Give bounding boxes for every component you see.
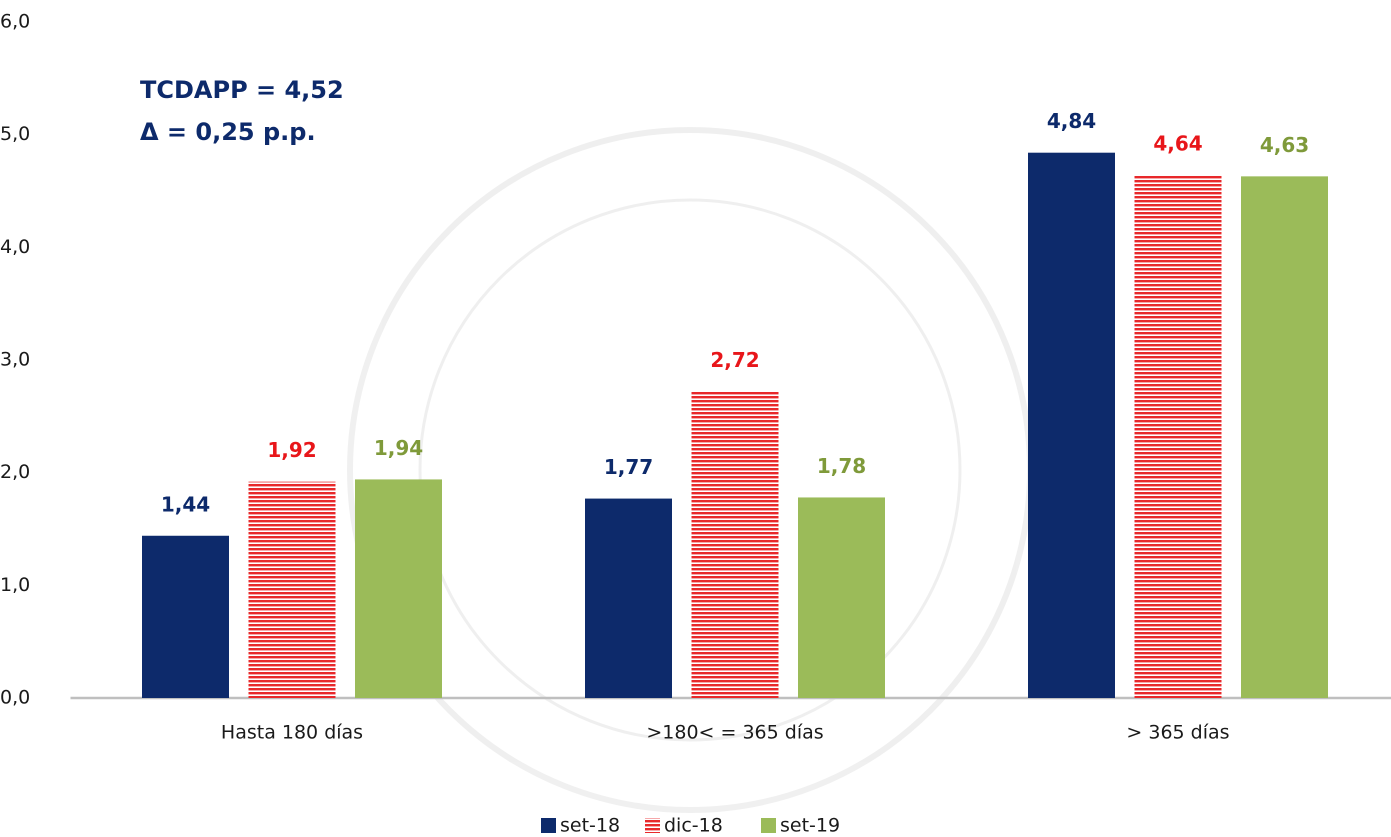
value-label: 1,78: [817, 454, 866, 478]
y-tick-label: 1,0: [0, 574, 30, 596]
value-label: 1,44: [161, 492, 210, 516]
value-label: 4,64: [1153, 132, 1202, 156]
value-label: 1,94: [374, 436, 423, 460]
annotation: TCDAPP = 4,52: [140, 76, 344, 104]
value-label: 1,77: [604, 455, 653, 479]
bar: [355, 479, 442, 698]
legend-swatch: [541, 818, 556, 833]
x-tick-label: > 365 días: [1126, 722, 1229, 744]
value-label: 4,84: [1047, 109, 1096, 133]
legend-label: set-18: [560, 815, 620, 837]
value-label: 1,92: [267, 438, 316, 462]
bar: [585, 498, 672, 698]
y-tick-label: 2,0: [0, 461, 30, 483]
legend-swatch: [761, 818, 776, 833]
legend-label: set-19: [780, 815, 840, 837]
bar: [1241, 176, 1328, 698]
y-tick-label: 3,0: [0, 349, 30, 371]
legend-label: dic-18: [664, 815, 723, 837]
bar: [248, 481, 336, 698]
bar: [691, 391, 779, 698]
watermark: [347, 127, 1033, 813]
x-tick-label: Hasta 180 días: [221, 722, 363, 744]
y-tick-label: 6,0: [0, 11, 30, 33]
bar: [142, 535, 229, 698]
y-tick-label: 4,0: [0, 236, 30, 258]
bar: [1028, 152, 1115, 698]
x-tick-label: >180< = 365 días: [646, 722, 823, 744]
bar: [1134, 175, 1222, 698]
value-label: 2,72: [710, 348, 759, 372]
legend-swatch: [645, 818, 660, 833]
value-label: 4,63: [1260, 133, 1309, 157]
y-tick-label: 0,0: [0, 687, 30, 709]
y-tick-label: 5,0: [0, 123, 30, 145]
bar: [798, 497, 885, 698]
annotation: Δ = 0,25 p.p.: [140, 118, 316, 146]
